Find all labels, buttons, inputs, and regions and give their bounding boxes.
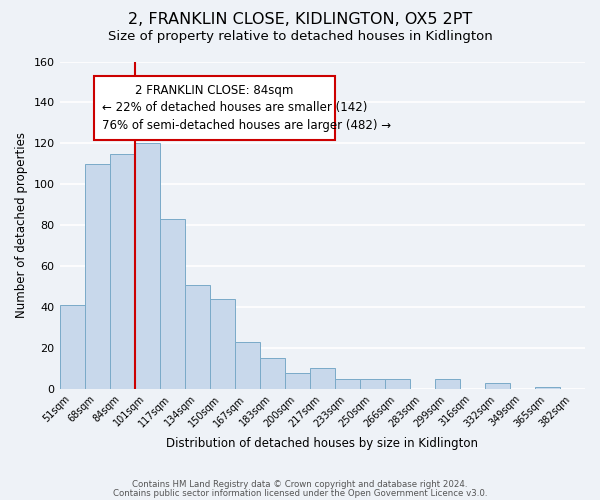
Bar <box>360 378 385 389</box>
Bar <box>185 284 209 389</box>
Bar <box>485 383 510 389</box>
Text: Contains HM Land Registry data © Crown copyright and database right 2024.: Contains HM Land Registry data © Crown c… <box>132 480 468 489</box>
Bar <box>535 387 560 389</box>
Bar <box>310 368 335 389</box>
Bar <box>134 144 160 389</box>
Bar <box>85 164 110 389</box>
Text: Size of property relative to detached houses in Kidlington: Size of property relative to detached ho… <box>107 30 493 43</box>
FancyBboxPatch shape <box>94 76 335 140</box>
Bar <box>235 342 260 389</box>
Bar <box>335 378 360 389</box>
Text: ← 22% of detached houses are smaller (142): ← 22% of detached houses are smaller (14… <box>101 101 367 114</box>
Bar <box>385 378 410 389</box>
Text: 76% of semi-detached houses are larger (482) →: 76% of semi-detached houses are larger (… <box>101 119 391 132</box>
Bar <box>59 305 85 389</box>
X-axis label: Distribution of detached houses by size in Kidlington: Distribution of detached houses by size … <box>166 437 478 450</box>
Text: Contains public sector information licensed under the Open Government Licence v3: Contains public sector information licen… <box>113 488 487 498</box>
Bar <box>260 358 285 389</box>
Bar <box>160 219 185 389</box>
Text: 2, FRANKLIN CLOSE, KIDLINGTON, OX5 2PT: 2, FRANKLIN CLOSE, KIDLINGTON, OX5 2PT <box>128 12 472 28</box>
Bar <box>110 154 134 389</box>
Text: 2 FRANKLIN CLOSE: 84sqm: 2 FRANKLIN CLOSE: 84sqm <box>136 84 294 98</box>
Bar <box>435 378 460 389</box>
Bar <box>285 372 310 389</box>
Y-axis label: Number of detached properties: Number of detached properties <box>15 132 28 318</box>
Bar <box>209 299 235 389</box>
